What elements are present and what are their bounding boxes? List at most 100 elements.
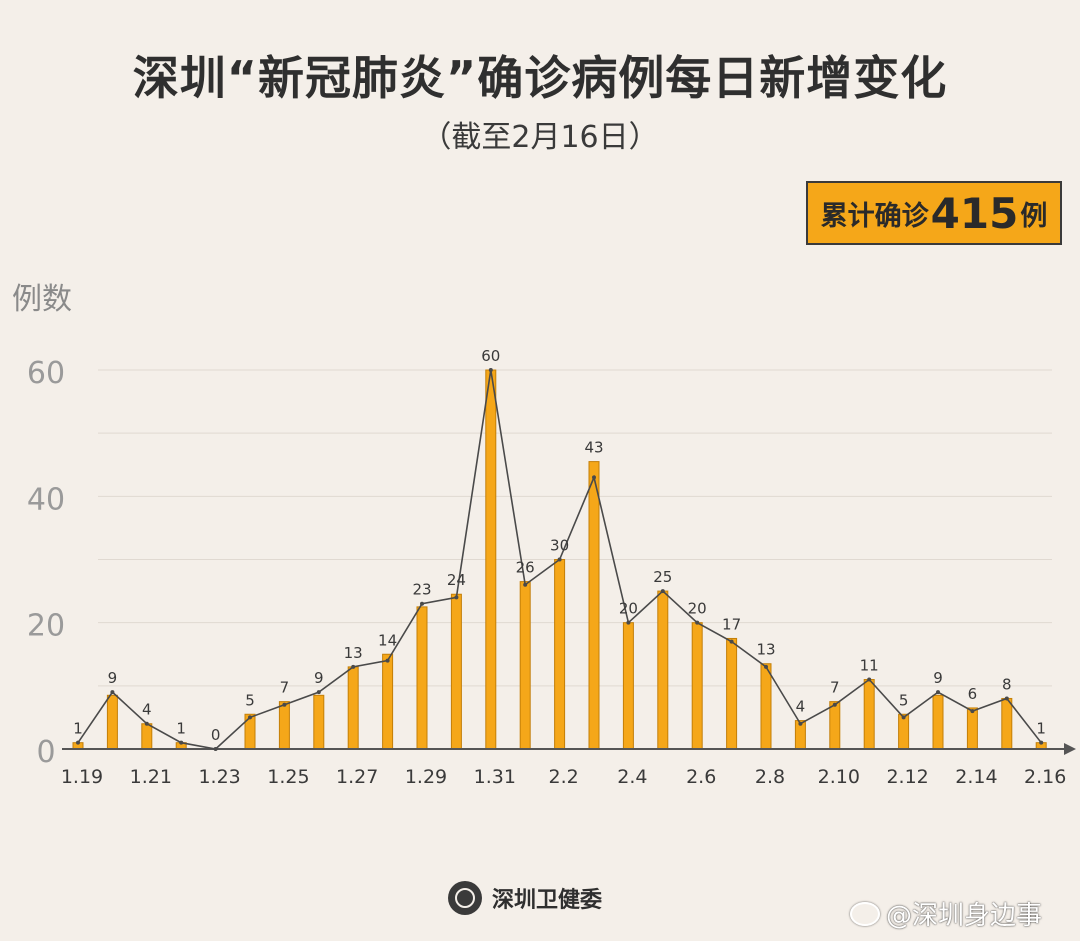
data-label: 9 [933, 669, 943, 687]
data-label: 60 [481, 347, 500, 365]
bars [72, 369, 1047, 750]
data-point [213, 747, 218, 751]
data-label: 1 [73, 720, 83, 738]
x-tick-label: 2.2 [548, 766, 578, 788]
bar [966, 707, 978, 750]
data-label: 14 [378, 631, 397, 649]
x-tick-label: 2.16 [1024, 766, 1066, 788]
bar [554, 559, 566, 750]
data-label: 9 [314, 669, 324, 687]
bar [760, 663, 772, 750]
data-point [729, 639, 734, 644]
data-label: 5 [899, 691, 909, 709]
bar [588, 461, 600, 750]
data-label: 24 [447, 571, 466, 589]
data-label: 7 [280, 679, 290, 697]
data-point [523, 582, 528, 587]
data-point [1039, 740, 1044, 745]
data-point [420, 601, 424, 606]
bar [141, 723, 153, 750]
y-axis-label: 例数 [12, 282, 72, 317]
data-label: 30 [550, 537, 569, 555]
weibo-watermark: @深圳身边事 [850, 895, 1042, 932]
y-tick-label: 20 [27, 609, 65, 644]
bar [622, 622, 634, 750]
x-tick-label: 1.23 [198, 766, 240, 788]
x-tick-label: 1.29 [405, 766, 447, 788]
x-tick-label: 1.31 [474, 766, 516, 788]
total-prefix: 累计确诊 [820, 200, 929, 232]
data-point [1004, 696, 1009, 701]
footer-source: 深圳卫健委 [448, 880, 602, 916]
bar [519, 581, 531, 750]
data-label: 8 [1002, 675, 1012, 693]
bar [278, 701, 290, 750]
total-cases-badge: 累计确诊 415 例 [806, 181, 1062, 245]
x-tick-label: 1.21 [130, 766, 172, 788]
data-point [660, 589, 665, 594]
bar [450, 593, 462, 750]
data-label: 11 [860, 657, 879, 675]
data-label: 17 [722, 615, 741, 633]
data-point [832, 702, 837, 707]
x-tick-label: 2.4 [617, 766, 647, 788]
data-point [867, 677, 872, 682]
bar [106, 694, 118, 750]
data-label: 1 [1036, 720, 1046, 738]
data-label: 43 [584, 439, 603, 457]
y-axis-ticks: 0 20 40 60 [27, 356, 65, 770]
data-point [764, 664, 768, 669]
data-point [179, 740, 184, 745]
y-tick-label: 60 [27, 356, 65, 391]
y-tick-label: 40 [27, 482, 65, 517]
bar [863, 679, 875, 750]
data-point [351, 664, 356, 669]
chart-title: 深圳“新冠肺炎”确诊病例每日新增变化 [132, 51, 948, 105]
data-label: 9 [108, 669, 118, 687]
data-label: 20 [619, 600, 638, 618]
bar [347, 666, 359, 750]
weibo-icon [850, 901, 880, 926]
data-point [592, 475, 596, 480]
data-label: 6 [968, 685, 978, 703]
bar [657, 590, 669, 750]
data-point [798, 721, 803, 726]
data-label: 5 [245, 691, 255, 709]
data-label: 23 [412, 581, 431, 599]
x-tick-label: 2.8 [755, 766, 785, 788]
data-point [626, 620, 631, 625]
x-tick-label: 2.6 [686, 766, 716, 788]
x-tick-label: 1.27 [336, 766, 378, 788]
x-axis [62, 743, 1076, 755]
data-point [248, 715, 252, 720]
data-label: 26 [516, 559, 535, 577]
data-point [454, 595, 459, 600]
bar [485, 369, 497, 750]
data-label: 13 [756, 641, 775, 659]
data-point [695, 620, 700, 625]
data-point [110, 690, 115, 695]
data-point [901, 715, 906, 720]
bar [829, 701, 841, 750]
total-suffix: 例 [1020, 200, 1048, 232]
data-label: 25 [653, 568, 672, 586]
bar [244, 713, 256, 750]
y-tick-label: 0 [36, 735, 55, 770]
data-point [385, 658, 390, 663]
data-label: 20 [688, 600, 707, 618]
chart-subtitle: （截至2月16日） [421, 120, 659, 155]
data-label: 4 [796, 698, 806, 716]
data-point [282, 702, 287, 707]
data-point [316, 690, 321, 695]
bar [313, 694, 325, 750]
data-point [488, 368, 493, 372]
grid-lines [98, 369, 1052, 687]
trend-line [76, 368, 1044, 751]
x-tick-label: 1.25 [267, 766, 309, 788]
bar [382, 653, 394, 750]
health-commission-logo-icon [448, 881, 482, 915]
total-value: 415 [930, 188, 1019, 238]
data-label: 7 [830, 679, 840, 697]
data-label: 13 [344, 644, 363, 662]
